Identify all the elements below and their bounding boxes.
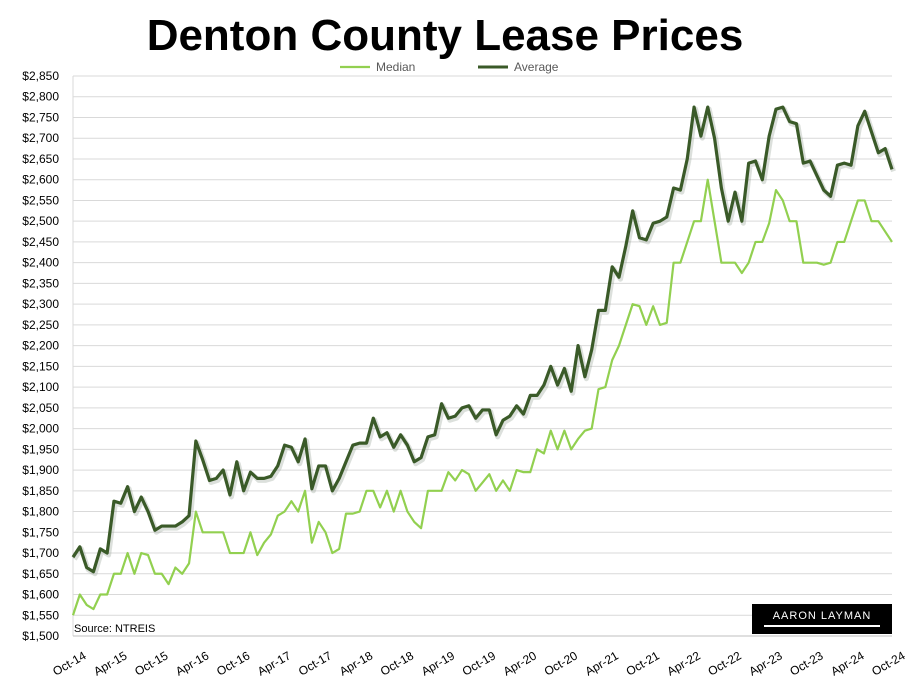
x-tick-label: Apr-21 (583, 648, 621, 678)
y-tick-label: $2,000 (22, 422, 59, 436)
x-tick-label: Oct-17 (296, 648, 334, 678)
legend: Median Average (340, 60, 559, 74)
x-tick-label: Oct-22 (706, 648, 744, 678)
y-tick-label: $2,800 (22, 90, 59, 104)
x-tick-label: Apr-19 (419, 648, 457, 678)
y-tick-label: $1,700 (22, 546, 59, 560)
source-note: Source: NTREIS (74, 623, 155, 635)
average-line-shadow (72, 106, 896, 577)
x-tick-label: Apr-22 (665, 648, 703, 678)
brand-logo-text: AARON LAYMAN (772, 610, 872, 622)
y-tick-label: $2,700 (22, 131, 59, 145)
x-tick-label: Oct-16 (214, 648, 252, 678)
y-tick-label: $2,200 (22, 339, 59, 353)
y-tick-label: $1,600 (22, 588, 59, 602)
x-tick-label: Oct-20 (542, 648, 580, 678)
x-tick-label: Oct-21 (624, 648, 662, 678)
x-tick-label: Apr-24 (828, 648, 866, 678)
average-line (71, 105, 894, 574)
x-tick-label: Apr-18 (337, 648, 375, 678)
x-tick-label: Oct-15 (132, 648, 170, 678)
y-tick-label: $1,650 (22, 567, 59, 581)
y-tick-label: $1,550 (22, 608, 59, 622)
x-tick-label: Apr-15 (91, 648, 129, 678)
y-tick-label: $1,900 (22, 463, 59, 477)
y-tick-label: $2,550 (22, 193, 59, 207)
y-tick-label: $2,500 (22, 214, 59, 228)
y-tick-label: $2,050 (22, 401, 59, 415)
x-tick-label: Apr-17 (255, 648, 293, 678)
y-tick-label: $1,850 (22, 484, 59, 498)
x-tick-label: Oct-19 (460, 648, 498, 678)
y-tick-label: $1,800 (22, 505, 59, 519)
x-tick-label: Apr-16 (173, 648, 211, 678)
y-axis: $1,500 $1,550 $1,600 $1,650 $1,700 $1,750 $1,8… (22, 69, 892, 643)
y-tick-label: $2,150 (22, 359, 59, 373)
legend-label-average: Average (514, 60, 559, 74)
y-tick-label: $2,300 (22, 297, 59, 311)
y-tick-label: $2,600 (22, 173, 59, 187)
x-tick-label: Oct-18 (378, 648, 416, 678)
y-tick-label: $1,500 (22, 629, 59, 643)
y-tick-label: $2,350 (22, 276, 59, 290)
median-line (71, 178, 893, 616)
y-tick-label: $2,450 (22, 235, 59, 249)
y-tick-label: $2,750 (22, 110, 59, 124)
y-tick-label: $2,400 (22, 256, 59, 270)
chart-title: Denton County Lease Prices (146, 11, 744, 60)
y-tick-label: $2,650 (22, 152, 59, 166)
logo-underline (764, 625, 880, 627)
y-tick-label: $2,850 (22, 69, 59, 83)
x-axis: Oct-14 Apr-15 Oct-15 Apr-16 Oct-16 Apr-17 Oct-… (50, 648, 906, 678)
y-tick-label: $2,250 (22, 318, 59, 332)
x-tick-label: Oct-24 (869, 648, 906, 678)
x-tick-label: Apr-23 (746, 648, 784, 678)
y-tick-label: $1,750 (22, 525, 59, 539)
x-tick-label: Oct-14 (50, 648, 88, 678)
y-tick-label: $1,950 (22, 442, 59, 456)
y-tick-label: $2,100 (22, 380, 59, 394)
x-tick-label: Apr-20 (501, 648, 539, 678)
brand-logo: AARON LAYMAN (752, 604, 892, 634)
series-lines (71, 105, 896, 616)
x-tick-label: Oct-23 (787, 648, 825, 678)
legend-label-median: Median (376, 60, 415, 74)
